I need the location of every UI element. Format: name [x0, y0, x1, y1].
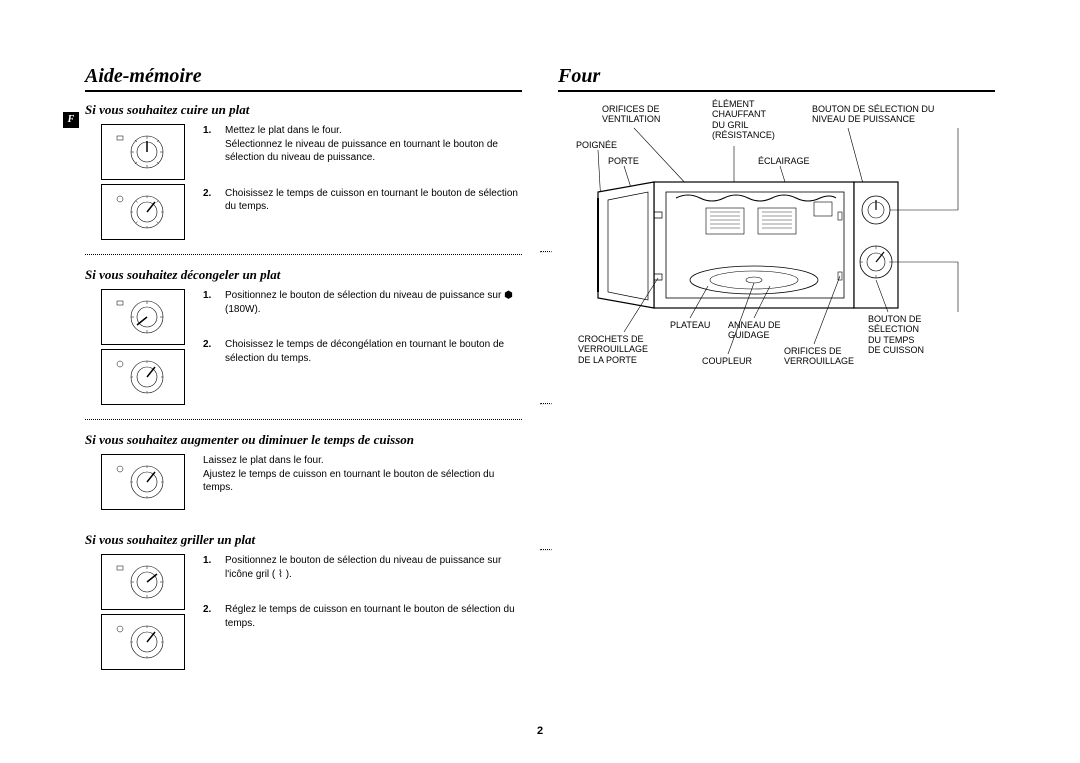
step-text: Mettez le plat dans le four.Sélectionnez…	[225, 124, 522, 165]
timer-dial-icon	[101, 349, 185, 405]
instruction-row: 1. Positionnez le bouton de sélection du…	[85, 554, 522, 670]
step-text: Choisissez le temps de décongélation en …	[225, 338, 522, 365]
step-item: 2. Réglez le temps de cuisson en tournan…	[203, 603, 522, 630]
label-turntable: PLATEAU	[670, 320, 710, 330]
power-dial-icon	[101, 289, 185, 345]
steps-list: 1. Mettez le plat dans le four.Sélection…	[203, 124, 522, 214]
step-number: 1.	[203, 289, 217, 316]
label-grill-element: ÉLÉMENTCHAUFFANTDU GRIL(RÉSISTANCE)	[712, 99, 775, 140]
dial-illustrations	[101, 454, 185, 510]
step-text: Réglez le temps de cuisson en tournant l…	[225, 603, 522, 630]
heading-text: Si vous souhaitez cuire un plat	[85, 102, 249, 117]
power-dial-icon	[101, 554, 185, 610]
section-separator	[85, 419, 522, 420]
dial-illustrations	[101, 289, 185, 405]
plain-instruction: Laissez le plat dans le four.Ajustez le …	[203, 454, 522, 495]
manual-page: Aide-mémoire F Si vous souhaitez cuire u…	[0, 0, 1080, 763]
label-door: PORTE	[608, 156, 639, 166]
step-item: 2. Choisissez le temps de décongélation …	[203, 338, 522, 365]
mini-sep	[540, 251, 552, 253]
left-column: Aide-mémoire F Si vous souhaitez cuire u…	[85, 65, 540, 733]
left-title: Aide-mémoire	[85, 65, 522, 92]
label-lock-holes: ORIFICES DEVERROUILLAGE	[784, 346, 854, 367]
label-handle: POIGNÉE	[576, 140, 617, 150]
oven-diagram: ORIFICES DEVENTILATION ÉLÉMENTCHAUFFANTD…	[558, 102, 978, 382]
step-number: 2.	[203, 187, 217, 214]
timer-dial-icon	[101, 614, 185, 670]
instruction-row: 1. Mettez le plat dans le four.Sélection…	[85, 124, 522, 240]
label-timer-knob: BOUTON DESÉLECTIONDU TEMPSDE CUISSON	[868, 314, 924, 355]
step-number: 2.	[203, 603, 217, 630]
section-heading-cook: F Si vous souhaitez cuire un plat	[85, 102, 522, 118]
instruction-row: 1. Positionnez le bouton de sélection du…	[85, 289, 522, 405]
dial-illustrations	[101, 554, 185, 670]
steps-list: Laissez le plat dans le four.Ajustez le …	[203, 454, 522, 495]
step-text: Positionnez le bouton de sélection du ni…	[225, 289, 522, 316]
step-number: 1.	[203, 554, 217, 581]
step-item: 1. Positionnez le bouton de sélection du…	[203, 289, 522, 316]
right-title: Four	[558, 65, 995, 92]
dial-illustrations	[101, 124, 185, 240]
step-item: 1. Positionnez le bouton de sélection du…	[203, 554, 522, 581]
instruction-row: Laissez le plat dans le four.Ajustez le …	[85, 454, 522, 510]
step-item: 1. Mettez le plat dans le four.Sélection…	[203, 124, 522, 165]
timer-dial-icon	[101, 454, 185, 510]
section-heading-adjust-time: Si vous souhaitez augmenter ou diminuer …	[85, 432, 522, 448]
step-item: 2. Choisissez le temps de cuisson en tou…	[203, 187, 522, 214]
label-door-hooks: CROCHETS DEVERROUILLAGEDE LA PORTE	[578, 334, 648, 365]
step-text: Choisissez le temps de cuisson en tourna…	[225, 187, 522, 214]
page-number: 2	[537, 725, 543, 737]
mini-sep	[540, 403, 552, 405]
steps-list: 1. Positionnez le bouton de sélection du…	[203, 554, 522, 630]
right-column: Four ORIFICES DEVENTILATION ÉLÉMENTCHAUF…	[540, 65, 995, 733]
section-heading-grill: Si vous souhaitez griller un plat	[85, 532, 522, 548]
mini-sep	[540, 549, 552, 551]
label-vent: ORIFICES DEVENTILATION	[602, 104, 660, 125]
section-heading-defrost: Si vous souhaitez décongeler un plat	[85, 267, 522, 283]
label-power-knob: BOUTON DE SÉLECTION DUNIVEAU DE PUISSANC…	[812, 104, 934, 125]
language-tag: F	[63, 112, 79, 128]
power-dial-icon	[101, 124, 185, 180]
step-number: 1.	[203, 124, 217, 165]
label-ring: ANNEAU DEGUIDAGE	[728, 320, 781, 341]
step-number: 2.	[203, 338, 217, 365]
timer-dial-icon	[101, 184, 185, 240]
section-separator	[85, 254, 522, 255]
label-light: ÉCLAIRAGE	[758, 156, 810, 166]
steps-list: 1. Positionnez le bouton de sélection du…	[203, 289, 522, 365]
step-text: Positionnez le bouton de sélection du ni…	[225, 554, 522, 581]
label-coupler: COUPLEUR	[702, 356, 752, 366]
